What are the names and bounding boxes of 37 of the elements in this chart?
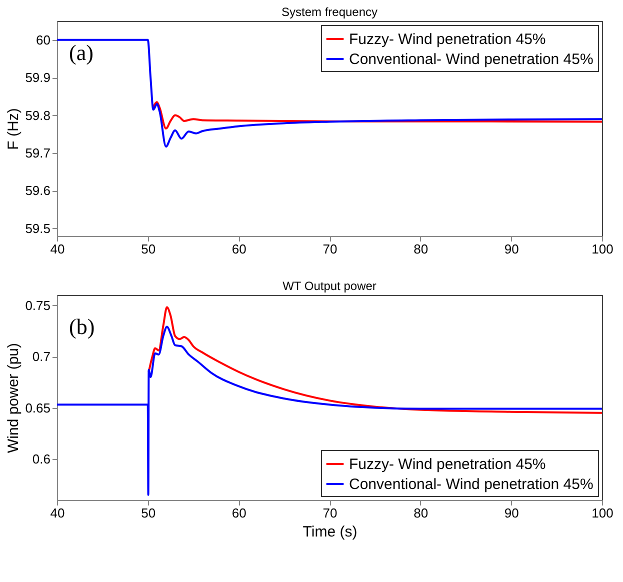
chart-title: System frequency	[281, 5, 378, 19]
x-tick-label: 70	[322, 506, 338, 520]
y-tick-label: 60	[36, 32, 50, 48]
x-tick-label: 80	[414, 242, 428, 256]
line-series	[152, 101, 602, 130]
x-tick-label: 50	[141, 242, 156, 256]
x-tick-label: 80	[414, 506, 428, 520]
x-tick-label: 60	[232, 506, 246, 520]
legend-label: Conventional- Wind penetration 45%	[349, 476, 594, 493]
y-tick-label: 0.65	[25, 400, 50, 416]
chart-title: WT Output power	[282, 279, 376, 293]
y-tick-label: 0.6	[32, 452, 50, 466]
x-tick-label: 40	[50, 506, 65, 520]
x-tick-label: 90	[504, 506, 519, 520]
y-tick-label: 59.9	[25, 70, 50, 86]
x-tick-label: 100	[592, 242, 614, 256]
y-tick-label: 59.7	[25, 146, 50, 161]
y-tick-label: 59.5	[25, 220, 50, 236]
y-axis-title: F (Hz)	[5, 108, 22, 150]
line-series	[148, 306, 602, 414]
x-tick-label: 70	[322, 242, 338, 256]
x-tick-label: 60	[232, 242, 246, 256]
x-tick-label: 50	[141, 506, 156, 520]
x-tick-label: 40	[50, 242, 65, 256]
x-tick-label: 100	[592, 506, 614, 520]
annotation: (b)	[69, 314, 95, 339]
y-tick-label: 59.8	[25, 108, 50, 123]
y-tick-label: 59.6	[25, 183, 50, 198]
x-axis-title: Time (s)	[302, 524, 358, 540]
y-tick-label: 0.75	[25, 298, 50, 313]
legend-label: Fuzzy- Wind penetration 45%	[349, 31, 546, 48]
annotation: (a)	[69, 40, 94, 65]
y-axis-title: Wind power (pu)	[5, 342, 22, 454]
y-tick-label: 0.7	[32, 349, 50, 364]
legend-label: Fuzzy- Wind penetration 45%	[349, 456, 546, 473]
x-tick-label: 90	[504, 242, 519, 256]
legend-label: Conventional- Wind penetration 45%	[349, 51, 594, 68]
